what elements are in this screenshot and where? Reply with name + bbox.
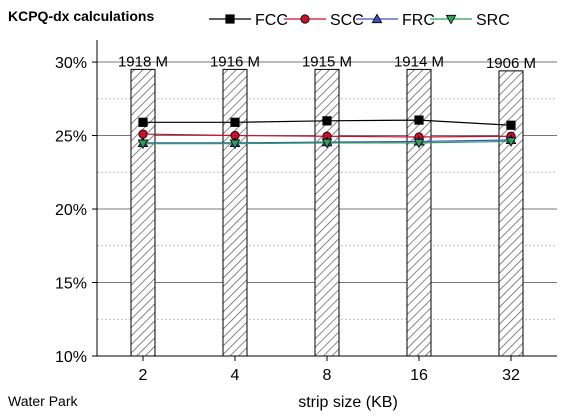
bar-label: 1915 M [302,53,352,70]
series-point [414,115,424,125]
bar [498,70,524,357]
series-point [229,139,241,150]
legend-marker [445,14,457,25]
series-lines [137,115,517,150]
bar [222,68,248,357]
series-point [506,120,516,130]
legend-label: SRC [476,12,510,29]
series-point [137,139,149,150]
chart-title: KCPQ-dx calculations [8,8,154,24]
series-point [413,138,425,149]
x-axis-label: strip size (KB) [298,394,398,411]
series-point [230,117,240,127]
series-point [138,117,148,127]
y-tick-label: 30% [55,55,87,72]
legend-marker [371,13,383,24]
series-point [138,129,148,139]
bar [130,68,156,357]
x-tick-label: 2 [139,367,148,384]
bar [406,68,432,357]
bar [314,68,340,357]
legend-label: SCC [330,12,364,29]
bar-label: 1914 M [394,53,444,70]
bar-label: 1916 M [210,53,260,70]
x-tick-label: 16 [410,367,428,384]
bar-label: 1918 M [118,53,168,70]
series-point [322,116,332,126]
legend-label: FCC [255,12,288,29]
x-tick-label: 32 [502,367,520,384]
chart-subtitle: Water Park [8,393,78,409]
series-point [505,137,517,147]
x-tick-label: 8 [323,367,332,384]
bar-label: 1906 M [486,55,536,72]
y-tick-label: 10% [55,349,87,366]
series-point [321,138,333,149]
legend-marker [225,14,235,24]
axes: 10% 15% 20% 25% 30% 2 4 8 16 32 [55,40,557,384]
legend-label: FRC [402,12,435,29]
bar-labels: 1918 M 1916 M 1915 M 1914 M 1906 M [118,53,536,71]
y-tick-label: 25% [55,129,87,146]
bars [130,68,524,357]
x-tick-label: 4 [231,367,240,384]
y-tick-label: 20% [55,202,87,219]
legend-marker [300,14,310,24]
y-tick-label: 15% [55,276,87,293]
legend: FCC SCC FRC SRC [209,12,510,29]
